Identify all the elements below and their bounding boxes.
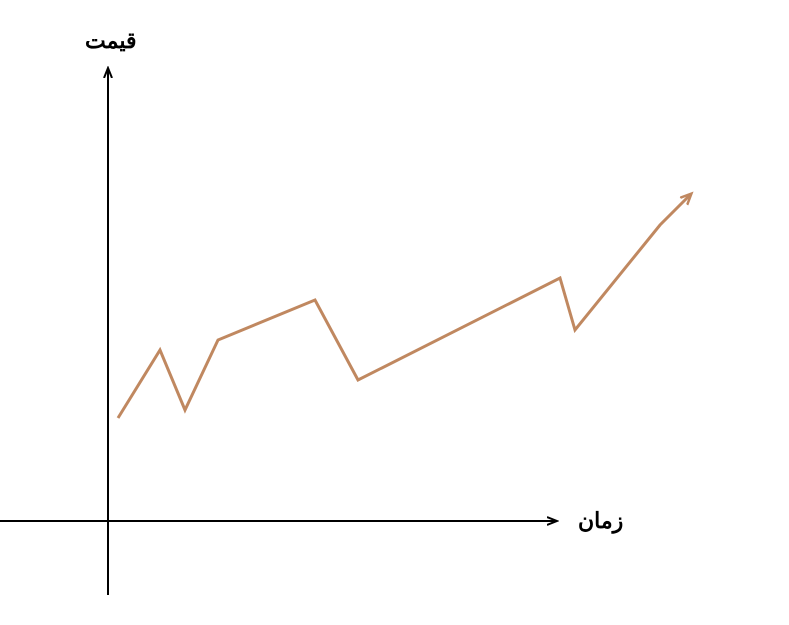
chart-svg <box>0 0 789 625</box>
chart-container: قیمت زمان <box>0 0 789 625</box>
y-axis-label: قیمت <box>85 28 136 54</box>
x-axis-label: زمان <box>578 508 623 534</box>
price-trend-line <box>118 195 690 418</box>
